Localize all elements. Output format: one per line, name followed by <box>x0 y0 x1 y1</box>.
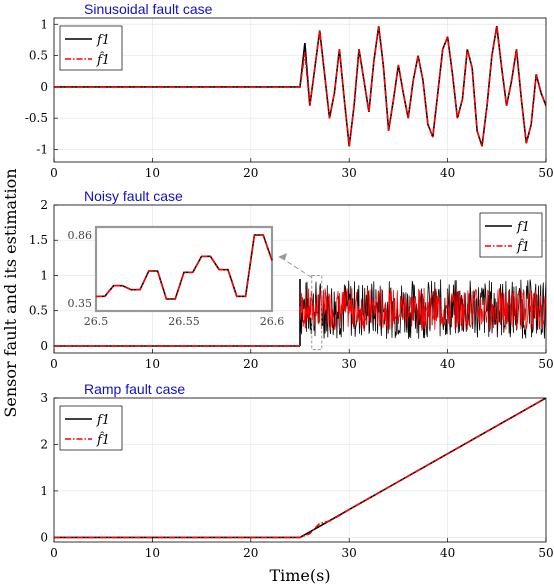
y-tick-label: 0 <box>40 530 48 544</box>
legend-box <box>59 25 123 71</box>
series-line-f1 <box>54 398 546 539</box>
inset-y-tick-label: 0.35 <box>68 297 93 310</box>
y-tick-label: 3 <box>40 391 48 405</box>
chart-title: Sinusoidal fault case <box>84 1 213 17</box>
x-tick-label: 50 <box>538 357 553 371</box>
x-tick-label: 10 <box>145 357 160 371</box>
x-tick-label: 30 <box>342 357 357 371</box>
legend-entry: f̂1 <box>516 238 530 255</box>
y-tick-label: 2 <box>40 437 48 451</box>
legend: f1f̂1 <box>59 405 123 451</box>
x-tick-label: 20 <box>243 546 258 560</box>
inset-frame <box>94 225 274 313</box>
chart-title: Ramp fault case <box>84 381 185 397</box>
plot-area <box>54 279 546 347</box>
series-line-f1-hat <box>54 25 546 147</box>
x-tick-label: 10 <box>145 546 160 560</box>
x-tick-label: 0 <box>50 357 58 371</box>
chart-panel-1: 0 10 20 30 40 50 -1 -0.5 0 0.5 1 Sinusoidal fault c… <box>25 1 554 180</box>
x-tick-label: 30 <box>342 166 357 180</box>
inset-y-tick-label: 0.86 <box>68 229 93 242</box>
legend: f1f̂1 <box>59 25 123 71</box>
y-tick-label: -0.5 <box>25 111 48 125</box>
x-tick-label: 40 <box>440 546 455 560</box>
axis-frame <box>53 204 547 354</box>
legend-box <box>59 405 123 451</box>
zoom-arrow-line <box>279 256 313 278</box>
x-tick-label: 40 <box>440 166 455 180</box>
y-tick-label: 2 <box>40 198 48 212</box>
y-tick-label: 1 <box>40 17 48 31</box>
x-tick-label: 0 <box>50 546 58 560</box>
legend-entry: f1 <box>96 33 110 48</box>
zoom-inset: 26.5 26.55 26.6 0.35 0.86 <box>68 225 323 350</box>
y-tick-label: 1 <box>40 268 48 282</box>
y-axis-label: Sensor fault and its estimation <box>1 168 20 417</box>
inset-series-f1-hat <box>96 234 273 300</box>
zoom-arrow-head <box>278 253 287 260</box>
x-tick-label: 20 <box>243 166 258 180</box>
legend-entry: f̂1 <box>96 431 110 448</box>
x-tick-label: 50 <box>538 166 553 180</box>
y-tick-label: 0 <box>40 80 48 94</box>
y-tick-label: 1 <box>40 484 48 498</box>
x-tick-label: 0 <box>50 166 58 180</box>
axis-frame <box>53 17 547 163</box>
y-tick-label: -1 <box>36 142 48 156</box>
plot-area <box>54 398 546 539</box>
y-tick-label: 1.5 <box>29 233 48 247</box>
legend-box <box>479 212 543 258</box>
y-tick-label: 0.5 <box>29 49 48 63</box>
x-tick-label: 20 <box>243 357 258 371</box>
legend-entry: f1 <box>516 220 530 235</box>
legend: f1f̂1 <box>479 212 543 258</box>
legend-entry: f̂1 <box>96 51 110 68</box>
inset-x-tick-label: 26.5 <box>84 315 109 328</box>
inset-x-tick-label: 26.55 <box>168 315 200 328</box>
y-tick-label: 0 <box>40 339 48 353</box>
plot-area <box>54 25 546 147</box>
series-noise-f1 <box>299 279 546 339</box>
chart-title: Noisy fault case <box>84 188 183 204</box>
x-axis-label: Time(s) <box>269 566 330 585</box>
axis-frame <box>53 397 547 543</box>
series-line-f1-hat <box>54 398 546 539</box>
series-noise-f1-hat <box>299 287 546 331</box>
x-tick-label: 10 <box>145 166 160 180</box>
y-tick-label: 0.5 <box>29 304 48 318</box>
x-tick-label: 30 <box>342 546 357 560</box>
x-tick-label: 50 <box>538 546 553 560</box>
legend-entry: f1 <box>96 413 110 428</box>
zoom-region-marker <box>311 274 323 350</box>
x-tick-label: 40 <box>440 357 455 371</box>
inset-x-tick-label: 26.6 <box>260 315 285 328</box>
